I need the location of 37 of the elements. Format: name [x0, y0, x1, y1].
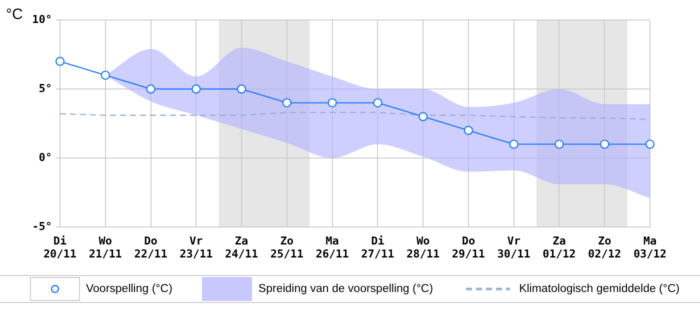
point: [192, 84, 201, 94]
point: [418, 112, 428, 122]
x-tick-label: Wo 21/11: [88, 234, 122, 261]
point: [373, 98, 382, 108]
point: [600, 140, 610, 149]
point: [282, 98, 292, 108]
x-tick-label: Ma 03/12: [633, 234, 667, 261]
x-tick-label: Do 22/11: [134, 234, 168, 261]
point: [509, 140, 518, 149]
text: Spreiding van de voorspelling (°C): [258, 283, 434, 295]
point: [328, 98, 337, 108]
x-tick-label: Do 29/11: [452, 234, 486, 261]
y-tick-label: -5°: [32, 220, 52, 233]
point: [55, 56, 65, 66]
x-tick-label: Ma 26/11: [316, 234, 350, 261]
x-tick-label: Wo 28/11: [406, 234, 440, 261]
point: [100, 70, 110, 80]
point: [645, 140, 655, 149]
point: [464, 126, 474, 135]
x-tick-label: Zo 25/11: [270, 234, 304, 261]
point: [236, 84, 246, 94]
line-series: [59, 112, 651, 120]
point: [146, 84, 156, 94]
x-tick-label: Vr 30/11: [497, 234, 531, 261]
y-axis-title: °C: [6, 6, 23, 23]
x-tick-label: Di 27/11: [361, 234, 395, 261]
legend-label: Voorspelling (°C): [86, 283, 172, 295]
x-tick-label: Za 01/12: [542, 234, 576, 261]
y-tick-label: 5°: [38, 82, 52, 95]
x-tick-label: Vr 23/11: [180, 234, 214, 261]
point: [554, 140, 564, 149]
x-tick-label: Za 24/11: [224, 234, 258, 261]
y-tick-label: 0°: [38, 150, 52, 164]
x-tick-label: Di 20/11: [43, 234, 77, 261]
legend-label: Klimatologisch gemiddelde (°C): [519, 283, 680, 295]
x-tick-label: Zo 02/12: [588, 234, 622, 261]
y-tick-label: 10°: [32, 12, 52, 26]
